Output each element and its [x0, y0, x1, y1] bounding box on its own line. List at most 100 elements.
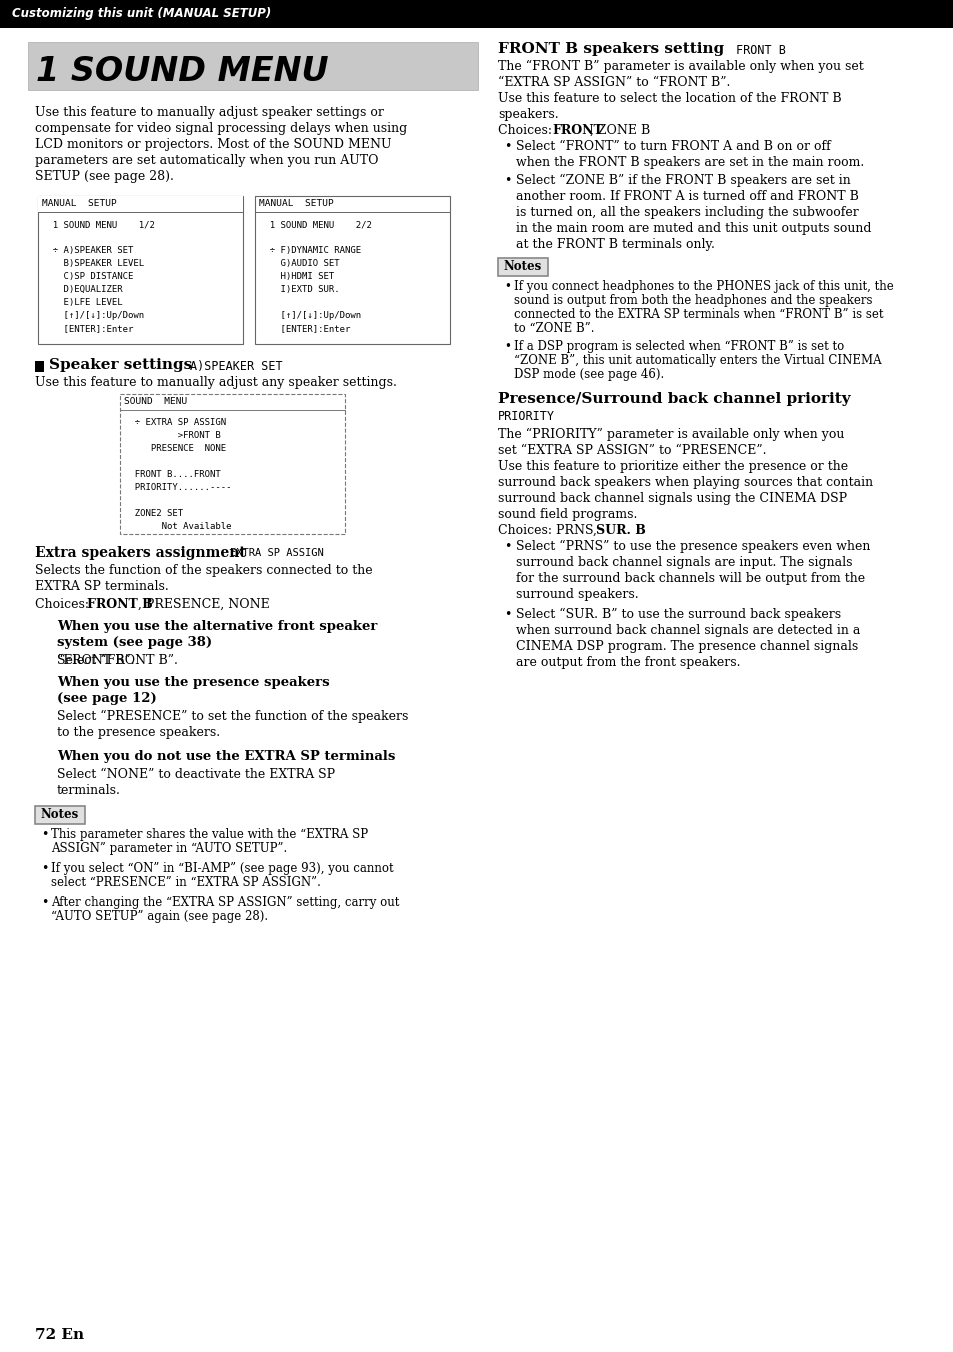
Text: Notes: Notes [41, 808, 79, 822]
Bar [497, 258, 547, 276]
Text: terminals.: terminals. [57, 784, 121, 796]
Text: Select “FRONT” to turn FRONT A and B on or off: Select “FRONT” to turn FRONT A and B on … [516, 141, 830, 153]
Text: •: • [503, 339, 511, 353]
Text: speakers.: speakers. [497, 108, 558, 120]
Text: Selects the function of the speakers connected to the: Selects the function of the speakers con… [35, 564, 373, 577]
Text: set “EXTRA SP ASSIGN” to “PRESENCE”.: set “EXTRA SP ASSIGN” to “PRESENCE”. [497, 443, 765, 457]
Text: DSP mode (see page 46).: DSP mode (see page 46). [514, 368, 663, 381]
Text: system (see page 38): system (see page 38) [57, 635, 212, 649]
Bar [28, 42, 477, 91]
Text: another room. If FRONT A is turned off and FRONT B: another room. If FRONT A is turned off a… [516, 191, 858, 203]
Text: •: • [503, 141, 511, 153]
Text: Use this feature to manually adjust speaker settings or: Use this feature to manually adjust spea… [35, 105, 383, 119]
Text: The “FRONT B” parameter is available only when you set: The “FRONT B” parameter is available onl… [497, 59, 862, 73]
Bar [38, 196, 243, 212]
Text: SETUP (see page 28).: SETUP (see page 28). [35, 170, 173, 183]
Text: select “PRESENCE” in “EXTRA SP ASSIGN”.: select “PRESENCE” in “EXTRA SP ASSIGN”. [51, 876, 320, 890]
Text: Not Available: Not Available [124, 522, 232, 531]
Text: 1 SOUND MENU    2/2: 1 SOUND MENU 2/2 [258, 220, 372, 228]
Text: surround back speakers when playing sources that contain: surround back speakers when playing sour… [497, 476, 872, 489]
Text: C)SP DISTANCE: C)SP DISTANCE [42, 272, 133, 281]
Text: If you select “ON” in “BI-AMP” (see page 93), you cannot: If you select “ON” in “BI-AMP” (see page… [51, 863, 394, 875]
Text: E)LFE LEVEL: E)LFE LEVEL [42, 297, 123, 307]
Text: when the FRONT B speakers are set in the main room.: when the FRONT B speakers are set in the… [516, 155, 863, 169]
Text: When you do not use the EXTRA SP terminals: When you do not use the EXTRA SP termina… [57, 750, 395, 763]
Text: in the main room are muted and this unit outputs sound: in the main room are muted and this unit… [516, 222, 871, 235]
Text: Use this feature to select the location of the FRONT B: Use this feature to select the location … [497, 92, 841, 105]
Text: Customizing this unit (MANUAL SETUP): Customizing this unit (MANUAL SETUP) [12, 8, 271, 20]
Text: >FRONT B: >FRONT B [124, 431, 220, 439]
Text: B)SPEAKER LEVEL: B)SPEAKER LEVEL [42, 260, 144, 268]
Text: ÷ EXTRA SP ASSIGN: ÷ EXTRA SP ASSIGN [124, 418, 226, 427]
Text: “FRONT B”.: “FRONT B”. [57, 654, 134, 667]
Bar [254, 196, 450, 343]
Text: Speaker settings: Speaker settings [49, 358, 193, 372]
Text: Select “FRONT B”.: Select “FRONT B”. [57, 654, 177, 667]
Text: When you use the alternative front speaker: When you use the alternative front speak… [57, 621, 377, 633]
Text: Choices:: Choices: [35, 598, 92, 611]
Text: Use this feature to manually adjust any speaker settings.: Use this feature to manually adjust any … [35, 376, 396, 389]
Bar [0, 0, 953, 28]
Text: SOUND  MENU: SOUND MENU [124, 397, 187, 406]
Text: , ZONE B: , ZONE B [589, 124, 650, 137]
Text: when surround back channel signals are detected in a: when surround back channel signals are d… [516, 625, 860, 637]
Text: surround back channel signals using the CINEMA DSP: surround back channel signals using the … [497, 492, 846, 506]
Text: Choices:: Choices: [497, 124, 556, 137]
Text: 72 En: 72 En [35, 1328, 84, 1343]
Bar [35, 806, 85, 823]
Text: LCD monitors or projectors. Most of the SOUND MENU: LCD monitors or projectors. Most of the … [35, 138, 391, 151]
Text: Select “ZONE B” if the FRONT B speakers are set in: Select “ZONE B” if the FRONT B speakers … [516, 174, 850, 187]
Text: sound field programs.: sound field programs. [497, 508, 637, 521]
Text: “EXTRA SP ASSIGN” to “FRONT B”.: “EXTRA SP ASSIGN” to “FRONT B”. [497, 76, 730, 89]
Text: PRIORITY......----: PRIORITY......---- [124, 483, 232, 492]
Text: Notes: Notes [503, 261, 541, 273]
Bar [120, 393, 345, 534]
Text: to the presence speakers.: to the presence speakers. [57, 726, 220, 740]
Text: Select “SUR. B” to use the surround back speakers: Select “SUR. B” to use the surround back… [516, 608, 841, 621]
Text: FRONT B....FRONT: FRONT B....FRONT [124, 470, 220, 479]
Text: A)SPEAKER SET: A)SPEAKER SET [190, 360, 282, 373]
Text: The “PRIORITY” parameter is available only when you: The “PRIORITY” parameter is available on… [497, 429, 843, 441]
Text: After changing the “EXTRA SP ASSIGN” setting, carry out: After changing the “EXTRA SP ASSIGN” set… [51, 896, 399, 909]
Text: ASSIGN” parameter in “AUTO SETUP”.: ASSIGN” parameter in “AUTO SETUP”. [51, 842, 287, 854]
Text: MANUAL  SETUP: MANUAL SETUP [42, 199, 116, 208]
Text: If a DSP program is selected when “FRONT B” is set to: If a DSP program is selected when “FRONT… [514, 339, 843, 353]
Text: ÷ A)SPEAKER SET: ÷ A)SPEAKER SET [42, 246, 133, 256]
Text: MANUAL  SETUP: MANUAL SETUP [258, 199, 334, 208]
Text: H)HDMI SET: H)HDMI SET [258, 272, 334, 281]
Text: EXTRA SP ASSIGN: EXTRA SP ASSIGN [230, 548, 323, 558]
Text: Select “NONE” to deactivate the EXTRA SP: Select “NONE” to deactivate the EXTRA SP [57, 768, 335, 781]
Text: •: • [503, 280, 511, 293]
Bar [35, 361, 44, 372]
Text: [↑]/[↓]:Up/Down: [↑]/[↓]:Up/Down [258, 311, 361, 320]
Text: •: • [503, 174, 511, 187]
Text: CINEMA DSP program. The presence channel signals: CINEMA DSP program. The presence channel… [516, 639, 858, 653]
Text: surround back channel signals are input. The signals: surround back channel signals are input.… [516, 556, 852, 569]
Text: D)EQUALIZER: D)EQUALIZER [42, 285, 123, 293]
Text: 1 SOUND MENU: 1 SOUND MENU [36, 55, 328, 88]
Text: If you connect headphones to the PHONES jack of this unit, the: If you connect headphones to the PHONES … [514, 280, 893, 293]
Text: •: • [41, 827, 49, 841]
Text: FRONT B: FRONT B [87, 598, 152, 611]
Text: surround speakers.: surround speakers. [516, 588, 638, 602]
Text: Presence/Surround back channel priority: Presence/Surround back channel priority [497, 392, 850, 406]
Text: PRESENCE  NONE: PRESENCE NONE [124, 443, 226, 453]
Text: FRONT B: FRONT B [735, 45, 785, 57]
Bar [38, 196, 243, 343]
Text: “ZONE B”, this unit automatically enters the Virtual CINEMA: “ZONE B”, this unit automatically enters… [514, 354, 881, 366]
Text: Extra speakers assignment: Extra speakers assignment [35, 546, 246, 560]
Text: ÷ F)DYNAMIC RANGE: ÷ F)DYNAMIC RANGE [258, 246, 361, 256]
Text: [ENTER]:Enter: [ENTER]:Enter [258, 324, 350, 333]
Text: (see page 12): (see page 12) [57, 692, 156, 704]
Text: to “ZONE B”.: to “ZONE B”. [514, 322, 594, 335]
Text: for the surround back channels will be output from the: for the surround back channels will be o… [516, 572, 864, 585]
Text: I)EXTD SUR.: I)EXTD SUR. [258, 285, 339, 293]
Text: PRIORITY: PRIORITY [497, 410, 555, 423]
Text: , PRESENCE, NONE: , PRESENCE, NONE [138, 598, 270, 611]
Text: FRONT: FRONT [552, 124, 602, 137]
Text: •: • [503, 608, 511, 621]
Text: FRONT B speakers setting: FRONT B speakers setting [497, 42, 723, 55]
Text: “AUTO SETUP” again (see page 28).: “AUTO SETUP” again (see page 28). [51, 910, 268, 923]
Text: Use this feature to prioritize either the presence or the: Use this feature to prioritize either th… [497, 460, 847, 473]
Text: •: • [41, 896, 49, 909]
